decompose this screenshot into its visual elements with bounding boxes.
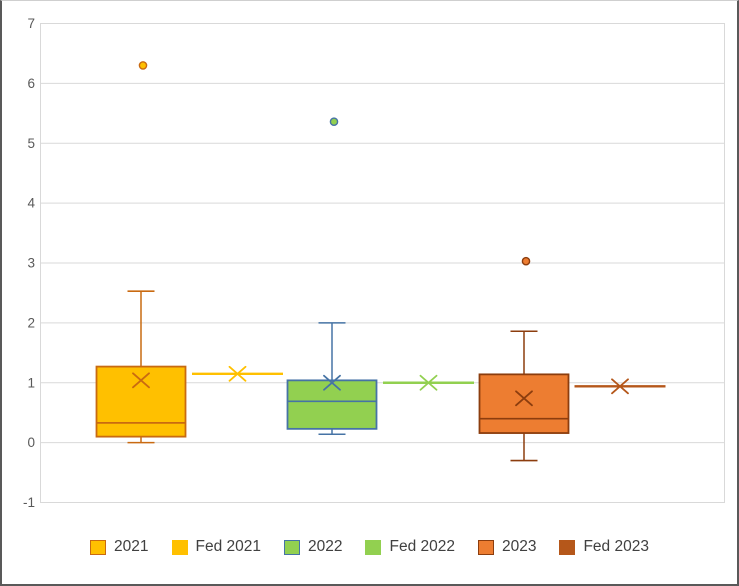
legend-swatch-2022 [284, 539, 300, 555]
outlier-point-2022[interactable] [329, 117, 339, 126]
box-2022[interactable] [286, 379, 378, 430]
mean-marker-fed-2021[interactable] [228, 365, 247, 382]
legend-item-fed-2022[interactable]: Fed 2022 [365, 539, 455, 555]
legend-item-2021[interactable]: 2021 [90, 538, 149, 556]
legend-label: Fed 2023 [583, 538, 649, 556]
chart-legend: 2021 Fed 2021 2022 Fed 2022 2023 Fed 2023 [2, 534, 737, 560]
mean-marker-2022[interactable] [323, 374, 341, 391]
y-axis-tick-label: 2 [27, 315, 35, 330]
y-axis-tick-label: 1 [27, 375, 35, 390]
box-2023[interactable] [478, 373, 570, 434]
y-axis-tick-label: 5 [27, 136, 35, 151]
legend-swatch-fed-2023 [559, 539, 576, 555]
legend-swatch-2021 [90, 539, 107, 555]
mean-marker-fed-2022[interactable] [419, 374, 438, 391]
legend-swatch-fed-2022 [365, 539, 382, 555]
legend-item-2023[interactable]: 2023 [477, 538, 537, 556]
legend-item-fed-2023[interactable]: Fed 2023 [559, 539, 649, 555]
y-axis-tick-label: -1 [23, 495, 35, 510]
y-axis-tick-label: 6 [27, 76, 35, 91]
y-axis-tick-label: 3 [27, 256, 35, 271]
outlier-point-2023[interactable] [521, 256, 531, 266]
plot-area-border [40, 23, 725, 503]
y-axis-tick-label: 4 [27, 196, 35, 211]
y-axis-tick-label: 0 [27, 435, 35, 450]
mean-marker-fed-2023[interactable] [611, 378, 629, 395]
legend-swatch-2023 [477, 539, 494, 555]
y-axis-tick-label: 7 [27, 16, 35, 31]
legend-label: 2023 [501, 538, 537, 556]
box-2021[interactable] [95, 365, 187, 438]
legend-item-2022[interactable]: 2022 [284, 539, 342, 555]
legend-label: 2022 [308, 538, 343, 556]
outlier-point-2021[interactable] [138, 61, 148, 70]
mean-marker-2021[interactable] [132, 372, 150, 389]
legend-label: Fed 2021 [195, 538, 262, 556]
legend-swatch-fed-2021 [171, 539, 188, 555]
legend-item-fed-2021[interactable]: Fed 2021 [171, 538, 262, 556]
legend-label: Fed 2022 [389, 538, 455, 556]
legend-label: 2021 [114, 538, 149, 556]
mean-marker-2023[interactable] [515, 390, 533, 407]
